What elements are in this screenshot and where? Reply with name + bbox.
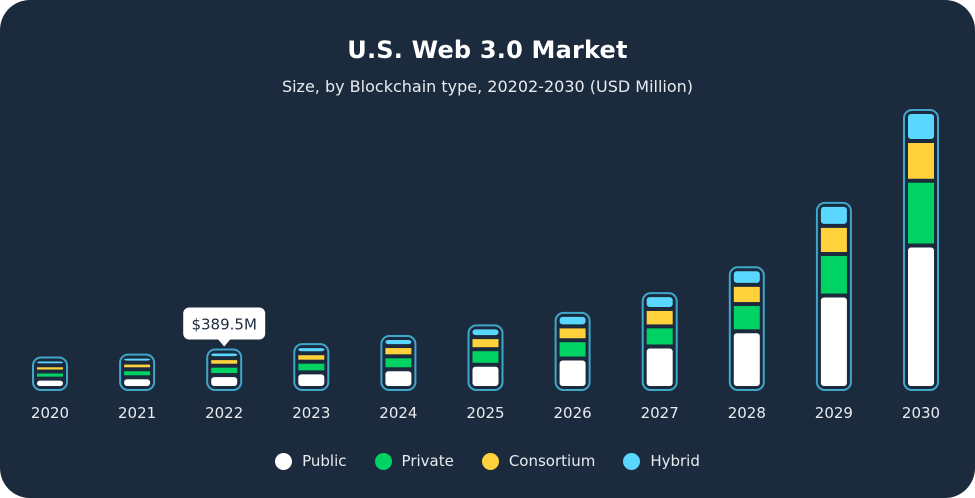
- legend-swatch-private: [374, 452, 392, 470]
- bar-segment-hybrid-2029: [820, 206, 847, 224]
- bar-segment-public-2024: [385, 371, 412, 386]
- bar-segment-consortium-2028: [733, 286, 760, 303]
- bar-segment-hybrid-2028: [733, 271, 760, 283]
- legend-swatch-consortium: [481, 452, 499, 470]
- x-tick-label: 2027: [641, 404, 679, 422]
- bar-segment-public-2027: [646, 348, 673, 386]
- bar-segment-private-2022: [211, 367, 238, 374]
- bar-segment-hybrid-2023: [298, 348, 325, 352]
- legend-swatch-hybrid: [623, 452, 641, 470]
- bar-segment-public-2021: [124, 379, 151, 386]
- bar-segment-consortium-2026: [559, 328, 586, 339]
- bar-segment-hybrid-2027: [646, 297, 673, 307]
- bar-segment-public-2020: [37, 380, 63, 386]
- bar-segment-hybrid-2025: [472, 329, 499, 336]
- bar-segment-hybrid-2026: [559, 316, 586, 325]
- legend-item-public[interactable]: Public: [275, 452, 347, 470]
- legend-label: Hybrid: [650, 452, 700, 470]
- bar-segment-consortium-2021: [124, 364, 151, 368]
- x-tick-label: 2025: [466, 404, 504, 422]
- legend-item-private[interactable]: Private: [374, 452, 454, 470]
- annotation-pointer: [218, 339, 231, 347]
- x-tick-label: 2029: [815, 404, 853, 422]
- bar-segment-private-2024: [385, 358, 412, 368]
- x-tick-label: 2022: [205, 404, 243, 422]
- legend-item-hybrid[interactable]: Hybrid: [623, 452, 700, 470]
- legend-item-consortium[interactable]: Consortium: [481, 452, 596, 470]
- x-tick-label: 2024: [379, 404, 417, 422]
- bar-segment-consortium-2030: [908, 143, 934, 179]
- x-tick-label: 2021: [118, 404, 156, 422]
- bar-segment-public-2022: [211, 377, 238, 386]
- legend: Public Private Consortium Hybrid: [0, 452, 975, 470]
- bar-segment-private-2025: [472, 351, 499, 363]
- bar-segment-consortium-2024: [385, 348, 412, 355]
- bar-segment-public-2028: [733, 333, 760, 386]
- chart-subtitle: Size, by Blockchain type, 20202-2030 (US…: [281, 77, 694, 96]
- bar-segment-consortium-2025: [472, 339, 499, 348]
- bar-segment-private-2027: [646, 328, 673, 345]
- bar-segment-consortium-2027: [646, 310, 673, 325]
- bar-segment-hybrid-2024: [385, 340, 412, 345]
- bar-segment-consortium-2020: [37, 367, 63, 370]
- bar-segment-private-2020: [37, 373, 63, 377]
- bar-segment-public-2030: [908, 247, 934, 386]
- bar-segment-hybrid-2021: [124, 358, 151, 361]
- bar-segment-consortium-2022: [211, 360, 238, 364]
- bar-segment-public-2026: [559, 360, 586, 386]
- bar-segment-private-2030: [908, 182, 934, 244]
- bar-segment-consortium-2023: [298, 355, 325, 360]
- bar-segment-hybrid-2022: [211, 353, 238, 357]
- x-tick-label: 2026: [554, 404, 592, 422]
- bar-segment-public-2025: [472, 366, 499, 386]
- legend-label: Consortium: [508, 452, 596, 470]
- bar-segment-hybrid-2020: [37, 361, 63, 364]
- bar-segment-private-2029: [820, 256, 847, 294]
- legend-swatch-public: [275, 452, 293, 470]
- annotation-box: [183, 307, 266, 340]
- legend-label: Private: [401, 452, 454, 470]
- legend-label: Public: [302, 452, 347, 470]
- bar-segment-consortium-2029: [820, 227, 847, 253]
- bar-segment-private-2023: [298, 363, 325, 371]
- bar-segment-public-2023: [298, 374, 325, 386]
- bar-segment-private-2028: [733, 306, 760, 330]
- bar-segment-private-2021: [124, 371, 151, 376]
- x-tick-label: 2028: [728, 404, 766, 422]
- bar-segment-hybrid-2030: [908, 114, 934, 140]
- x-tick-label: 2030: [902, 404, 940, 422]
- chart-title: U.S. Web 3.0 Market: [347, 36, 628, 64]
- x-tick-label: 2020: [31, 404, 69, 422]
- bar-segment-private-2026: [559, 342, 586, 357]
- x-tick-label: 2023: [292, 404, 330, 422]
- bar-segment-public-2029: [820, 297, 847, 386]
- annotation-label: $389.5M: [191, 315, 256, 333]
